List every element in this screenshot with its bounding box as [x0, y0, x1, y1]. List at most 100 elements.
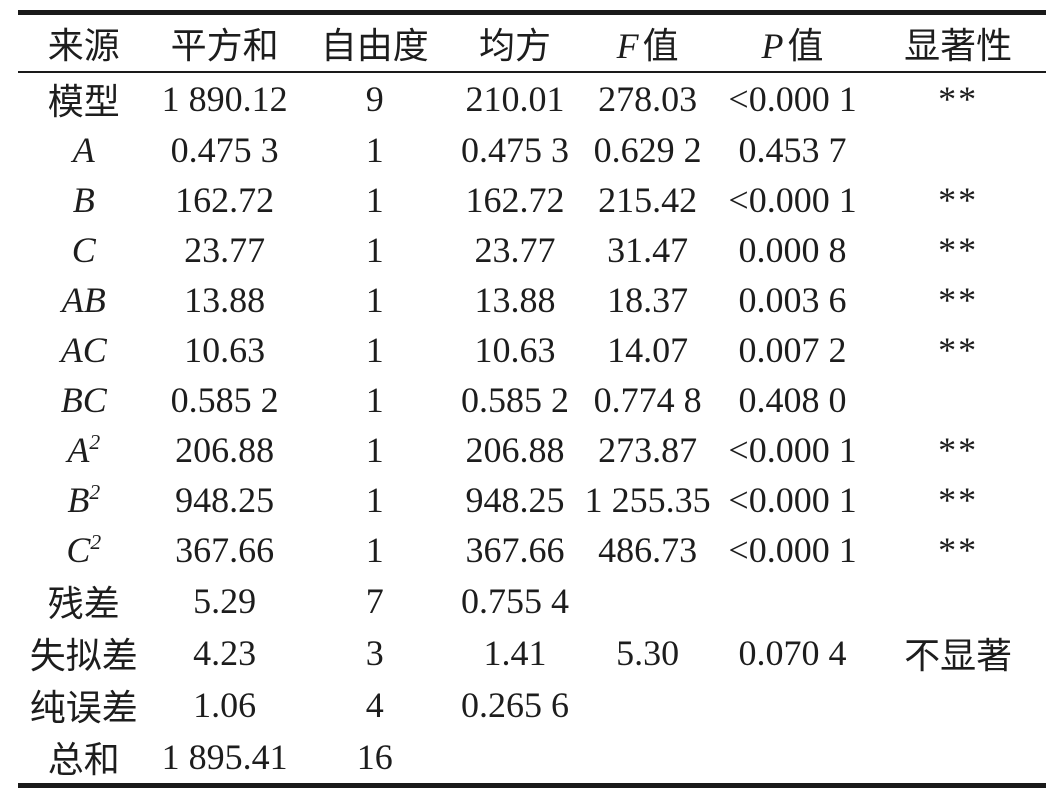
header-italic-symbol: F	[616, 26, 639, 66]
superscript: 2	[89, 430, 101, 454]
table-cell-df: 3	[365, 633, 384, 673]
header-sum-of-squares: 平方和	[149, 12, 300, 73]
superscript: 2	[89, 480, 101, 504]
table-row: 失拟差 4.23 3 1.41 5.30 0.070 4 不显著	[18, 627, 1046, 679]
table-cell-f-value: 0.629 2	[593, 130, 702, 170]
table-cell-df: 16	[356, 737, 393, 777]
table-cell-p-value: 0.408 0	[738, 380, 847, 420]
table-header-row: 来源 平方和 自由度 均方 F 值 P 值显著性	[18, 12, 1046, 73]
table-row: A 0.475 3 1 0.475 3 0.629 2 0.453 7	[18, 125, 1046, 175]
source-cell: 失拟差	[29, 636, 138, 676]
superscript: 2	[90, 530, 102, 554]
table-cell-sum-of-squares: 948.25	[175, 480, 275, 520]
table-cell-sum-of-squares: 206.88	[175, 430, 275, 470]
table-cell-df: 4	[365, 685, 384, 725]
table-cell-mean-square: 0.585 2	[461, 380, 569, 420]
table-row: B2 948.25 1 948.25 1 255.35 <0.000 1 **	[18, 475, 1046, 525]
table-cell-f-value	[580, 575, 715, 627]
table-cell-sum-of-squares: 1.06	[193, 685, 257, 725]
table-cell-f-value: 278.03	[598, 79, 698, 119]
table-cell-f-value: 486.73	[598, 530, 698, 570]
table-row: 纯误差 1.06 4 0.265 6	[18, 679, 1046, 731]
table-cell-f-value	[580, 731, 715, 786]
table-cell-p-value: 0.003 6	[738, 280, 847, 320]
source-cell: C	[71, 230, 96, 270]
table-row: B 162.72 1 162.72 215.42 <0.000 1 **	[18, 175, 1046, 225]
table-cell-sum-of-squares: 367.66	[175, 530, 275, 570]
source-cell: B2	[67, 480, 101, 520]
table-cell-significance	[870, 125, 1046, 175]
table-cell-p-value: <0.000 1	[728, 430, 857, 470]
source-cell: 纯误差	[29, 688, 138, 728]
table-cell-sum-of-squares: 1 895.41	[161, 737, 288, 777]
table-cell-significance: **	[938, 530, 979, 570]
source-cell: 模型	[47, 82, 120, 122]
table-cell-mean-square	[450, 731, 581, 786]
table-cell-mean-square: 210.01	[465, 79, 565, 119]
table-cell-significance	[870, 375, 1046, 425]
source-cell: 总和	[47, 740, 120, 780]
table-body: 模型 1 890.12 9 210.01 278.03 <0.000 1 ** A 0.475 …	[18, 72, 1046, 786]
table-cell-df: 1	[365, 330, 384, 370]
header-source: 来源	[18, 12, 150, 73]
table-row: 总和 1 895.41 16	[18, 731, 1046, 786]
table-cell-significance: **	[938, 79, 979, 119]
table-row: A2 206.88 1 206.88 273.87 <0.000 1 **	[18, 425, 1046, 475]
table-row: 残差 5.29 7 0.755 4	[18, 575, 1046, 627]
table-cell-sum-of-squares: 0.585 2	[170, 380, 279, 420]
table-cell-mean-square: 162.72	[465, 180, 565, 220]
table-cell-p-value: <0.000 1	[728, 180, 857, 220]
table-cell-p-value: 0.000 8	[738, 230, 847, 270]
table-cell-f-value: 0.774 8	[593, 380, 702, 420]
table-row: C2 367.66 1 367.66 486.73 <0.000 1 **	[18, 525, 1046, 575]
table-cell-f-value	[580, 679, 715, 731]
table-cell-df: 7	[365, 581, 384, 621]
table-cell-mean-square: 948.25	[465, 480, 565, 520]
table-cell-p-value: <0.000 1	[728, 79, 857, 119]
table-row: 模型 1 890.12 9 210.01 278.03 <0.000 1 **	[18, 72, 1046, 125]
source-cell: AC	[60, 330, 107, 370]
table-cell-sum-of-squares: 13.88	[184, 280, 266, 320]
source-cell: B	[72, 180, 95, 220]
table-cell-sum-of-squares: 1 890.12	[161, 79, 288, 119]
source-cell: AB	[61, 280, 106, 320]
table-cell-df: 9	[365, 79, 384, 119]
table-cell-df: 1	[365, 180, 384, 220]
anova-table: 来源 平方和 自由度 均方 F 值 P 值显著性 模型 1 890.12 9 210.01 278.0…	[18, 10, 1046, 788]
source-cell: C2	[66, 530, 102, 570]
table-cell-f-value: 1 255.35	[584, 480, 711, 520]
table-cell-significance	[870, 679, 1046, 731]
table-cell-df: 1	[365, 480, 384, 520]
table-cell-df: 1	[365, 430, 384, 470]
table-cell-sum-of-squares: 23.77	[184, 230, 266, 270]
table-cell-p-value: 0.007 2	[738, 330, 847, 370]
table-cell-p-value: <0.000 1	[728, 530, 857, 570]
source-cell: 残差	[47, 584, 120, 624]
table-cell-f-value: 31.47	[607, 230, 689, 270]
table-cell-sum-of-squares: 4.23	[193, 633, 257, 673]
header-df: 自由度	[299, 12, 450, 73]
table-cell-f-value: 18.37	[607, 280, 689, 320]
table-row: AC 10.63 1 10.63 14.07 0.007 2 **	[18, 325, 1046, 375]
table-cell-df: 1	[365, 130, 384, 170]
table-cell-f-value: 5.30	[616, 633, 680, 673]
table-cell-significance: **	[938, 230, 979, 270]
table-cell-significance	[870, 731, 1046, 786]
table-cell-p-value	[715, 575, 870, 627]
table-cell-df: 1	[365, 230, 384, 270]
table-cell-significance: **	[938, 430, 979, 470]
table-cell-sum-of-squares: 10.63	[184, 330, 266, 370]
table-cell-mean-square: 367.66	[465, 530, 565, 570]
table-cell-df: 1	[365, 530, 384, 570]
table-cell-df: 1	[365, 380, 384, 420]
source-cell: A2	[67, 430, 101, 470]
table-cell-significance: 不显著	[904, 636, 1013, 676]
table-row: C 23.77 1 23.77 31.47 0.000 8 **	[18, 225, 1046, 275]
table-cell-sum-of-squares: 0.475 3	[170, 130, 279, 170]
header-mean-square: 均方	[449, 12, 581, 73]
table-cell-mean-square: 206.88	[465, 430, 565, 470]
table-cell-significance: **	[938, 180, 979, 220]
table-row: BC 0.585 2 1 0.585 2 0.774 8 0.408 0	[18, 375, 1046, 425]
table-cell-p-value	[715, 679, 870, 731]
